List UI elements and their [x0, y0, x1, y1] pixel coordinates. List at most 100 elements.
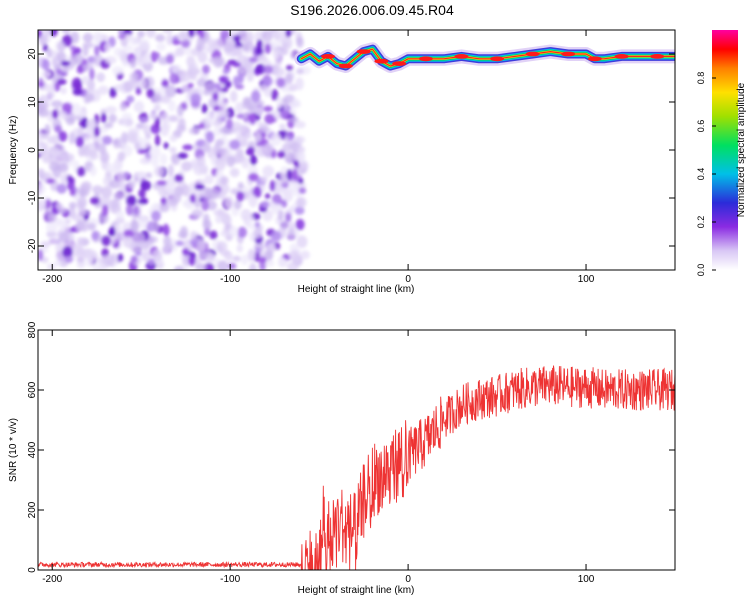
noise-blob [209, 230, 218, 240]
noise-blob [287, 227, 296, 240]
noise-blob [270, 230, 282, 242]
noise-blob [56, 183, 67, 194]
noise-blob [287, 134, 293, 141]
y-tick-label: 800 [27, 321, 38, 338]
noise-blob [85, 248, 97, 262]
noise-blob [247, 248, 256, 262]
noise-blob [55, 68, 62, 74]
noise-blob [112, 137, 122, 149]
noise-blob [69, 55, 79, 66]
noise-blob [296, 235, 308, 249]
noise-blob [109, 87, 117, 98]
noise-blob [285, 212, 292, 222]
noise-blob [57, 131, 68, 142]
noise-blob [154, 165, 165, 177]
signal-peak [454, 54, 469, 59]
noise-blob [220, 148, 230, 162]
noise-blob [174, 265, 184, 270]
snr-plot-area [38, 330, 675, 570]
noise-blob [263, 65, 273, 75]
noise-blob [298, 178, 304, 185]
noise-blob [121, 112, 133, 121]
noise-blob [67, 179, 75, 191]
noise-blob [179, 71, 191, 83]
noise-blob [212, 92, 219, 101]
noise-blob [215, 215, 223, 224]
noise-blob [156, 42, 166, 52]
noise-blob [59, 231, 70, 243]
noise-blob [249, 154, 258, 166]
noise-blob [170, 193, 182, 204]
noise-blob [139, 77, 148, 90]
noise-blob [100, 198, 109, 206]
noise-blob [246, 30, 254, 44]
noise-blob [235, 155, 243, 164]
noise-blob [40, 149, 52, 160]
noise-blob [198, 122, 205, 129]
noise-blob [255, 106, 264, 116]
noise-blob [264, 250, 274, 261]
snr-x-label: Height of straight line (km) [298, 585, 415, 596]
noise-blob [218, 99, 228, 110]
noise-blob [233, 199, 242, 210]
colorbar-tick-label: 0.4 [696, 168, 706, 181]
noise-blob [182, 248, 190, 256]
noise-blob [135, 100, 144, 110]
noise-blob [287, 180, 299, 192]
noise-blob [138, 216, 149, 229]
noise-blob [292, 168, 298, 181]
noise-blob [100, 151, 110, 163]
noise-blob [172, 39, 182, 46]
noise-blob [182, 200, 193, 208]
noise-blob [123, 171, 130, 178]
noise-blob [280, 220, 289, 230]
noise-blob [177, 33, 189, 41]
noise-blob [248, 172, 259, 182]
noise-blob [232, 62, 242, 68]
noise-blob [205, 254, 216, 262]
noise-blob [132, 173, 141, 185]
colorbar-tick-label: 0.6 [696, 120, 706, 133]
noise-blob [179, 225, 189, 239]
noise-blob [43, 30, 52, 35]
noise-blob [296, 36, 304, 48]
noise-blob [108, 179, 121, 189]
noise-blob [271, 89, 279, 101]
noise-blob [213, 38, 224, 50]
noise-blob [189, 67, 198, 81]
noise-blob [275, 187, 287, 194]
noise-blob [118, 30, 124, 35]
noise-blob [294, 120, 306, 129]
noise-blob [101, 235, 111, 247]
spectrogram-x-label: Height of straight line (km) [298, 284, 415, 295]
signal-peak [614, 54, 629, 59]
noise-blob [38, 35, 48, 46]
noise-blob [297, 152, 306, 164]
noise-blob [196, 240, 207, 252]
noise-blob [252, 186, 262, 199]
noise-blob [113, 164, 120, 176]
noise-blob [202, 213, 210, 227]
noise-blob [289, 243, 299, 253]
noise-blob [176, 104, 184, 117]
noise-blob [247, 113, 256, 123]
noise-blob [295, 218, 305, 231]
noise-blob [255, 133, 262, 143]
noise-blob [129, 58, 137, 69]
noise-blob [189, 193, 196, 204]
noise-blob [99, 262, 108, 270]
noise-blob [129, 72, 139, 84]
noise-blob [197, 51, 208, 64]
noise-blob [269, 179, 276, 192]
noise-blob [219, 176, 228, 185]
noise-blob [168, 115, 179, 122]
noise-blob [171, 64, 180, 74]
noise-blob [241, 156, 250, 169]
noise-blob [188, 127, 201, 134]
noise-blob [51, 109, 59, 119]
noise-blob [286, 151, 293, 165]
noise-blob [126, 95, 135, 104]
noise-blob [165, 84, 177, 98]
noise-blob [263, 85, 272, 98]
